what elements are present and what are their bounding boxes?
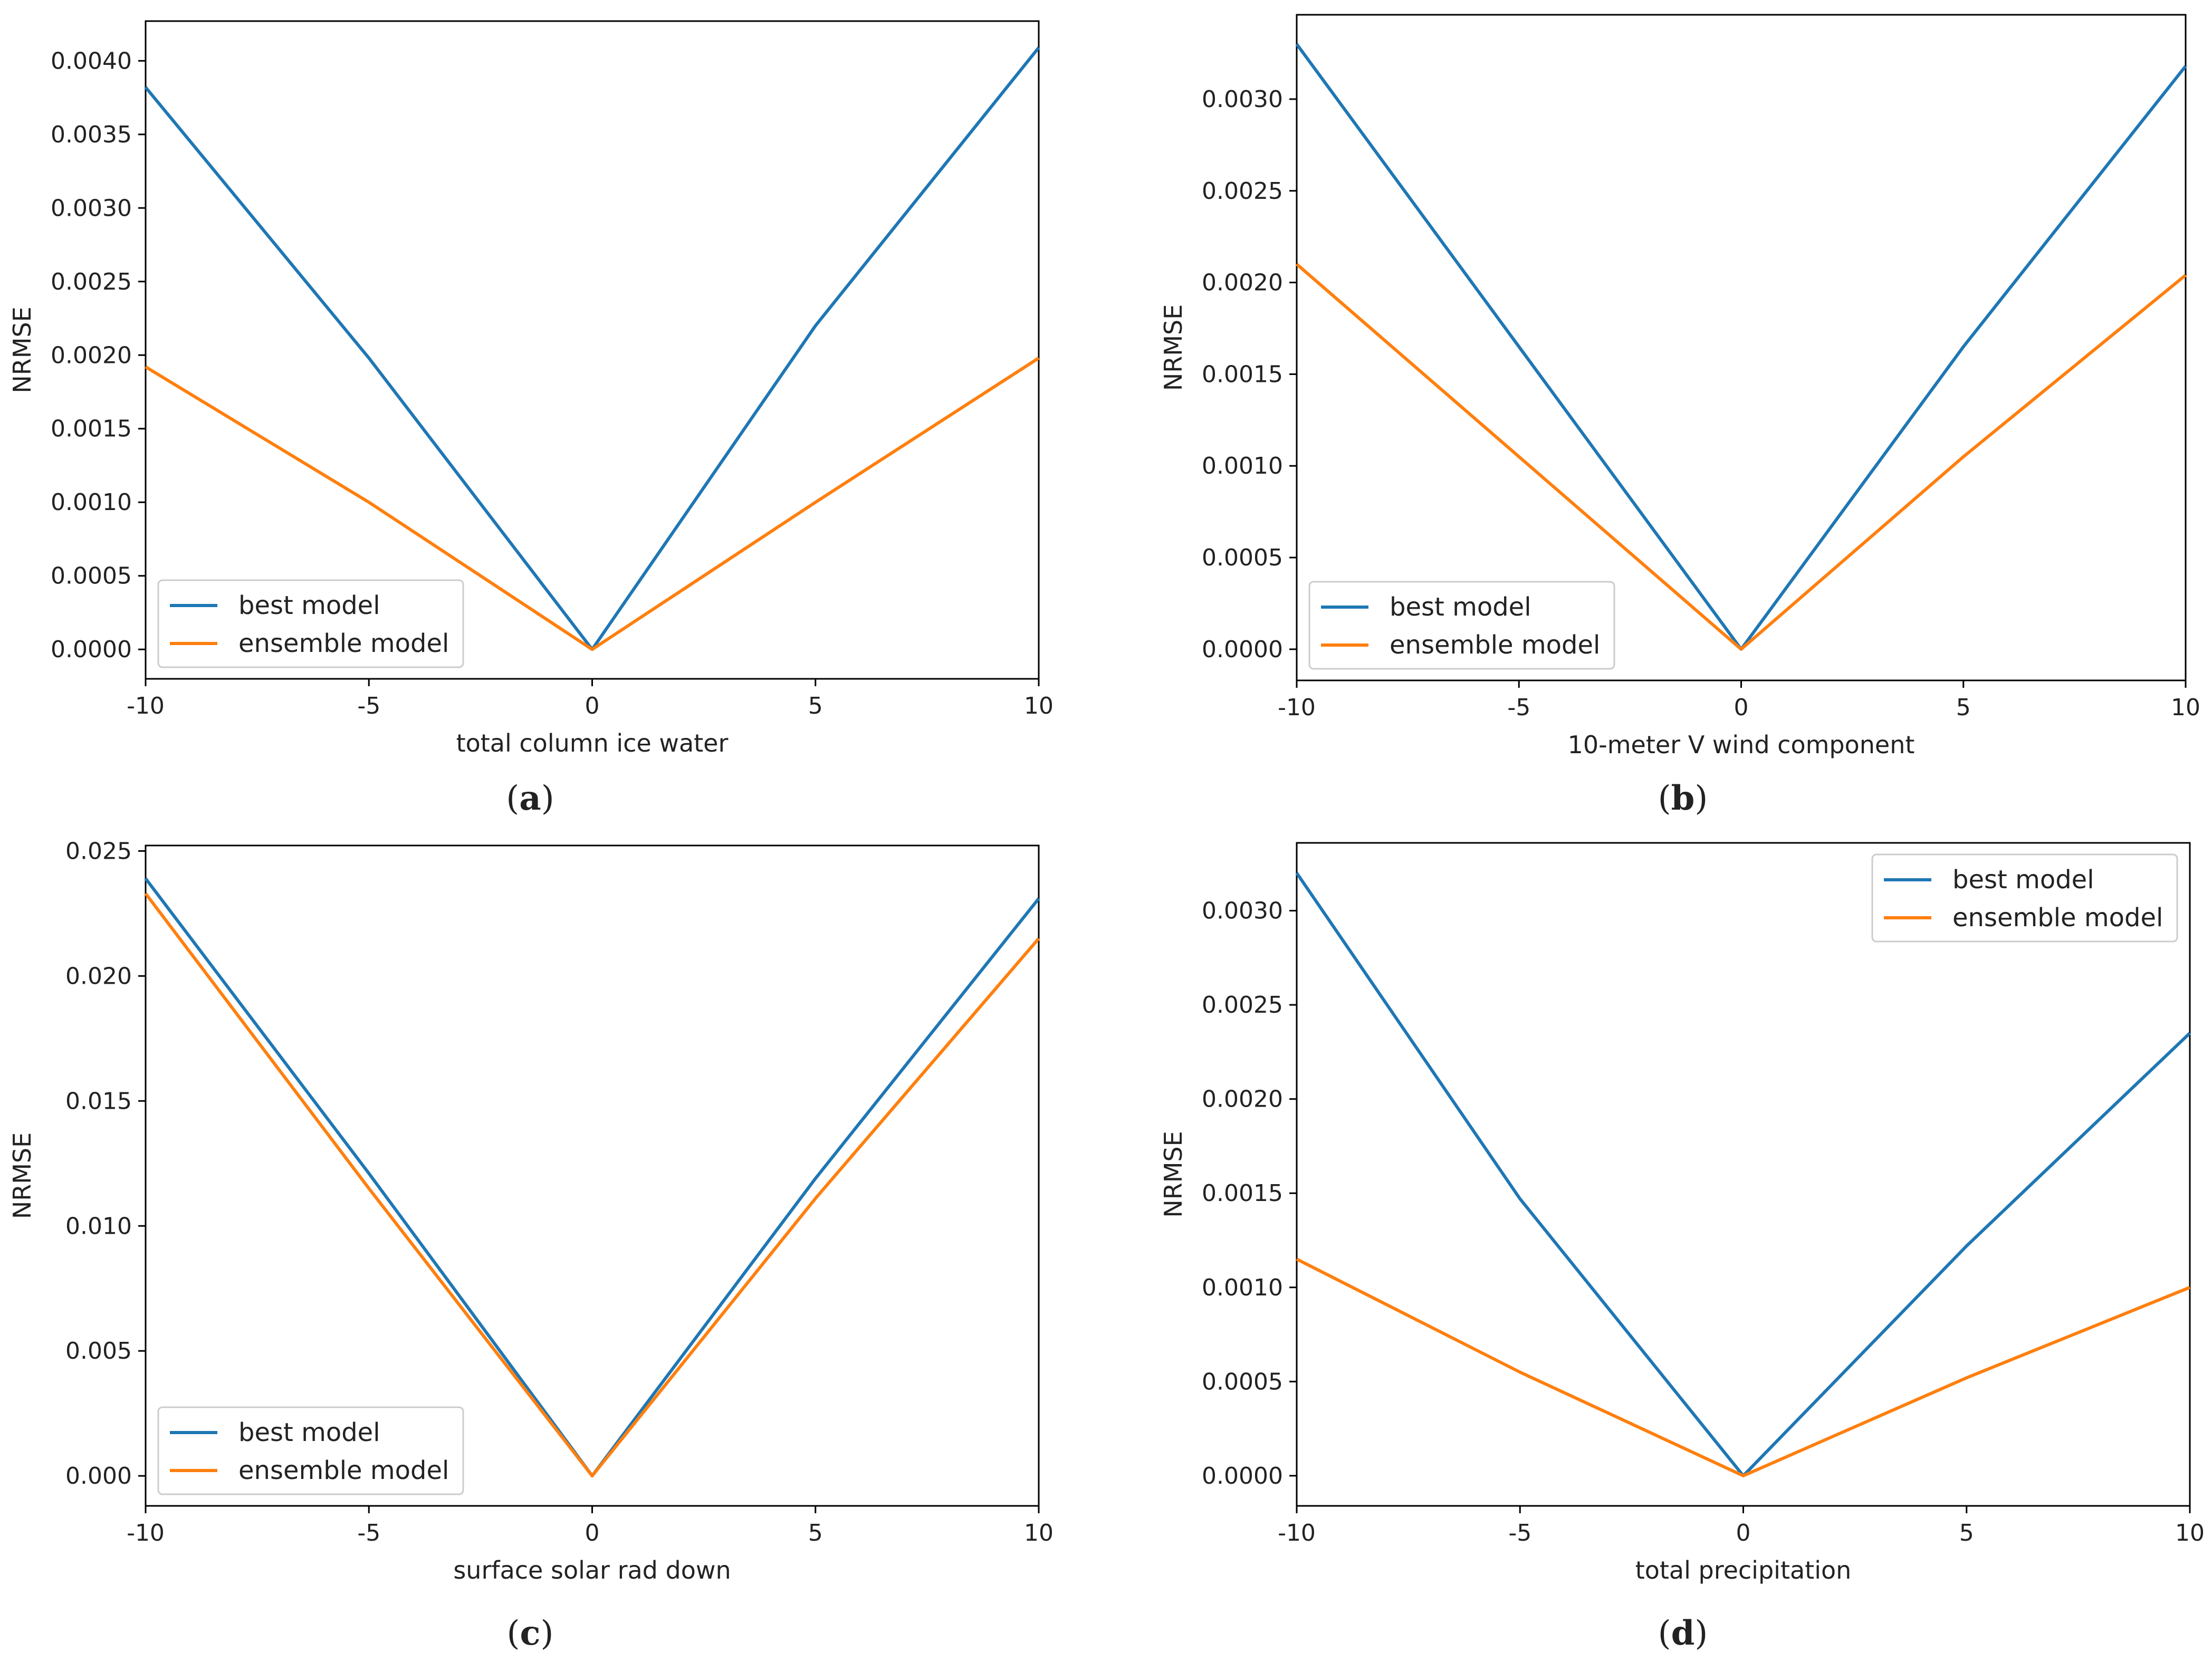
y-tick-label: 0.0040 xyxy=(51,47,132,74)
x-tick-label: -5 xyxy=(357,693,380,719)
y-tick-label: 0.0030 xyxy=(1202,898,1283,925)
panel-letter: b xyxy=(1671,779,1695,818)
x-axis-label: 10-meter V wind component xyxy=(1568,731,1915,759)
legend-label: best model xyxy=(1952,865,2094,895)
legend-label: ensemble model xyxy=(1952,903,2163,933)
y-tick-label: 0.0000 xyxy=(1202,636,1283,663)
x-tick-label: -10 xyxy=(127,693,165,719)
series-line-best-model xyxy=(144,46,1040,651)
x-tick-label: 5 xyxy=(808,693,823,719)
x-tick-label: 0 xyxy=(585,1520,600,1546)
panel-letter: c xyxy=(520,1613,541,1653)
series-line-ensemble-model xyxy=(145,357,1040,651)
y-tick-label: 0.0010 xyxy=(1202,453,1283,479)
panel-c: 0.000 0.005 0.010 0.015 0.020 0.025 -10 -5 0 5 10 s… xyxy=(8,838,1054,1653)
y-tick-label: 0.0005 xyxy=(1202,1368,1283,1395)
legend-label: best model xyxy=(238,1418,380,1447)
x-tick-label: -5 xyxy=(357,1520,380,1546)
y-tick-label: 0.005 xyxy=(65,1338,132,1365)
y-tick-label: 0.0010 xyxy=(51,489,132,516)
legend: best model ensemble model xyxy=(1871,853,2178,943)
y-tick-label: 0.0020 xyxy=(1202,270,1283,296)
legend-box xyxy=(1871,853,2178,943)
y-tick-label: 0.025 xyxy=(65,838,132,864)
series-line-best-model xyxy=(144,877,1040,1478)
series-line-best-model xyxy=(1295,872,2191,1477)
y-axis-label: NRMSE xyxy=(8,306,36,393)
y-tick-label: 0.0020 xyxy=(1202,1086,1283,1113)
panel-letter: a xyxy=(519,779,541,818)
legend-label: best model xyxy=(238,591,380,620)
panel-a: 0.0000 0.0005 0.0010 0.0015 0.0020 0.0025 0.00… xyxy=(8,20,1054,818)
plot-frame xyxy=(1296,842,2191,1507)
x-axis-label: surface solar rad down xyxy=(453,1556,731,1584)
legend-box xyxy=(1308,581,1615,670)
x-tick-label: -10 xyxy=(127,1520,165,1546)
y-tick-label: 0.0025 xyxy=(51,268,132,295)
panel-caption: (a) xyxy=(506,779,554,818)
series-line-ensemble-model xyxy=(1296,263,2187,651)
y-tick-label: 0.0030 xyxy=(51,195,132,222)
y-tick-label: 0.0005 xyxy=(1202,544,1283,571)
legend-label: ensemble model xyxy=(238,1456,449,1485)
legend-label: ensemble model xyxy=(1390,630,1600,660)
y-tick-label: 0.0015 xyxy=(51,416,132,443)
series-line-ensemble-model xyxy=(1296,1257,2191,1477)
y-tick-label: 0.0025 xyxy=(1202,178,1283,205)
legend: best model ensemble model xyxy=(1308,581,1615,670)
y-axis-label: NRMSE xyxy=(1159,304,1188,391)
panel-caption: (b) xyxy=(1658,779,1708,818)
series-line-best-model xyxy=(1295,43,2187,651)
y-tick-label: 0.0005 xyxy=(51,563,132,590)
y-tick-label: 0.020 xyxy=(65,963,132,989)
y-axis-label: NRMSE xyxy=(1159,1131,1188,1217)
x-tick-label: 10 xyxy=(2175,1520,2205,1546)
y-tick-label: 0.0000 xyxy=(51,636,132,663)
x-tick-label: 10 xyxy=(2171,694,2200,721)
x-axis-label: total column ice water xyxy=(456,729,729,757)
x-tick-label: -5 xyxy=(1507,694,1530,721)
x-tick-label: -10 xyxy=(1278,694,1316,721)
x-tick-label: 5 xyxy=(1956,694,1971,721)
x-tick-label: 10 xyxy=(1024,1520,1054,1546)
panel-caption: (c) xyxy=(507,1613,554,1653)
x-tick-label: 0 xyxy=(585,693,600,719)
panel-letter: d xyxy=(1671,1613,1695,1653)
x-tick-label: 0 xyxy=(1736,1520,1751,1546)
series-line-ensemble-model xyxy=(144,892,1040,1478)
y-tick-label: 0.0015 xyxy=(1202,1180,1283,1207)
y-axis-label: NRMSE xyxy=(8,1132,36,1219)
legend-label: ensemble model xyxy=(238,629,449,658)
y-tick-label: 0.0000 xyxy=(1202,1463,1283,1490)
x-tick-label: 10 xyxy=(1024,693,1054,719)
y-tick-label: 0.0025 xyxy=(1202,992,1283,1019)
panel-b: 0.0000 0.0005 0.0010 0.0015 0.0020 0.0025 0.00… xyxy=(1159,14,2200,818)
y-tick-label: 0.0010 xyxy=(1202,1274,1283,1301)
x-tick-label: 0 xyxy=(1734,694,1749,721)
legend-box xyxy=(157,579,464,668)
x-tick-label: -10 xyxy=(1278,1520,1316,1546)
legend-box xyxy=(157,1406,464,1495)
y-tick-label: 0.010 xyxy=(65,1213,132,1240)
y-tick-label: 0.0030 xyxy=(1202,86,1283,113)
y-tick-label: 0.015 xyxy=(65,1088,132,1115)
x-tick-label: 5 xyxy=(808,1520,823,1546)
y-tick-label: 0.000 xyxy=(65,1463,132,1490)
x-axis-label: total precipitation xyxy=(1635,1556,1852,1584)
x-tick-label: -5 xyxy=(1508,1520,1531,1546)
y-tick-label: 0.0020 xyxy=(51,342,132,369)
y-tick-label: 0.0015 xyxy=(1202,361,1283,388)
x-tick-label: 5 xyxy=(1959,1520,1974,1546)
y-tick-label: 0.0035 xyxy=(51,121,132,148)
legend: best model ensemble model xyxy=(157,579,464,668)
legend: best model ensemble model xyxy=(157,1406,464,1495)
panel-d: 0.0000 0.0005 0.0010 0.0015 0.0020 0.0025 0.00… xyxy=(1159,842,2205,1653)
plot-frame xyxy=(1296,14,2187,681)
panel-caption: (d) xyxy=(1658,1613,1708,1653)
legend-label: best model xyxy=(1390,592,1531,622)
